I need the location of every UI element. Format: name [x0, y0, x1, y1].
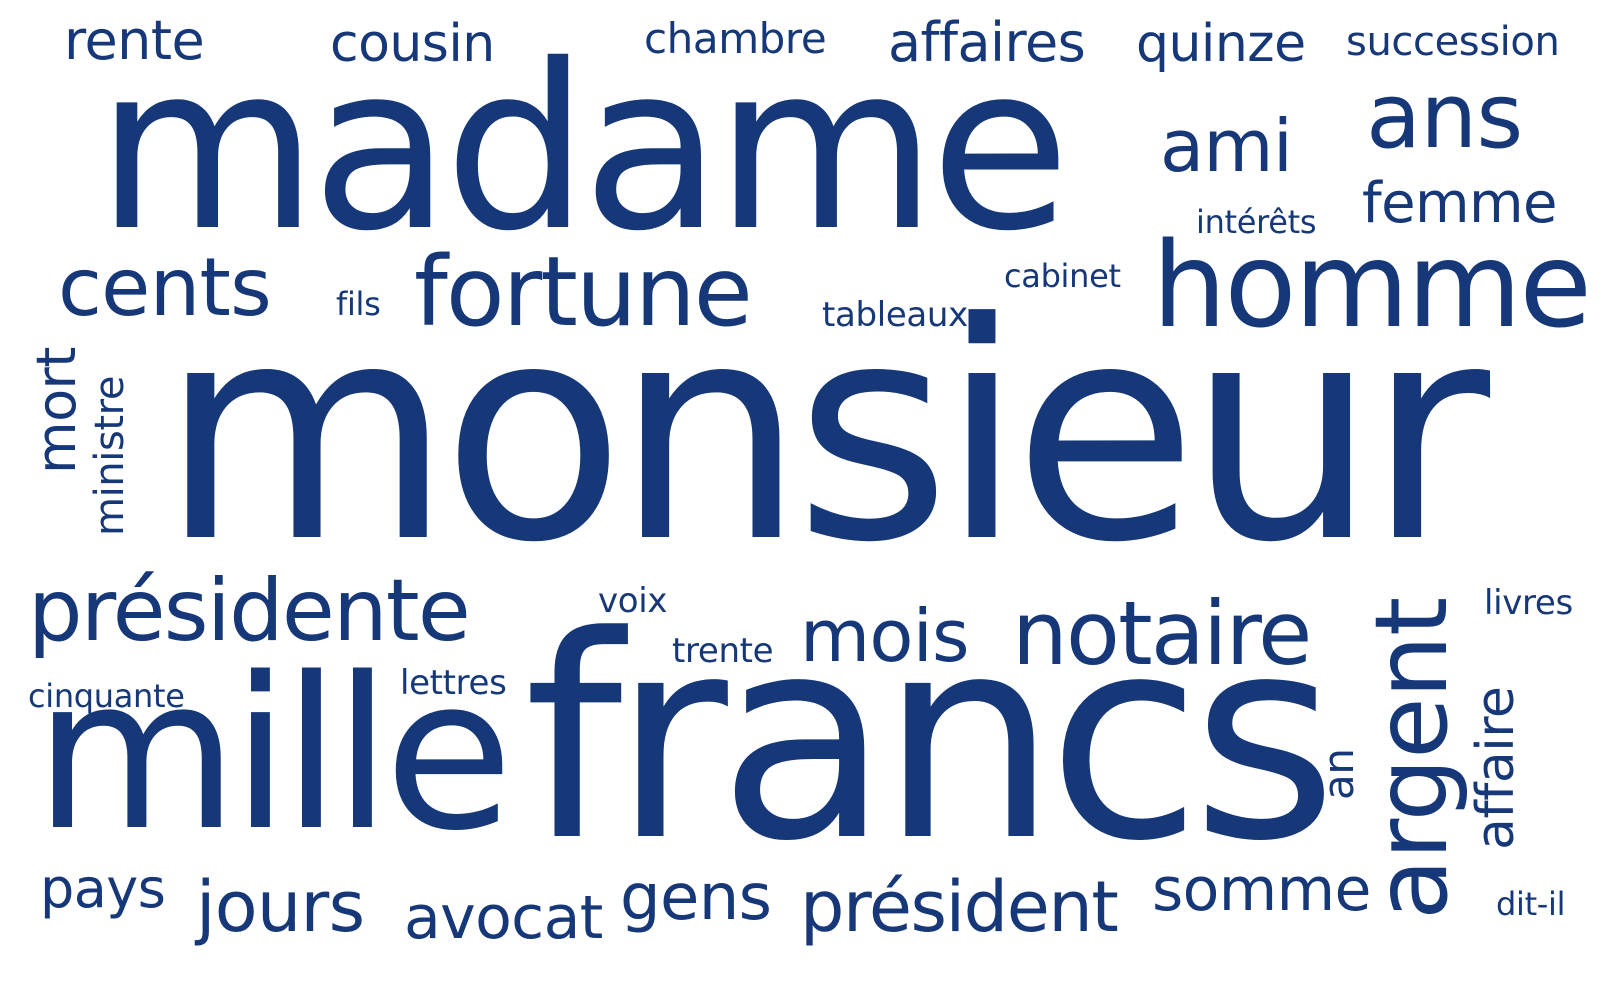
word-mort: mort	[25, 347, 88, 474]
word-tableaux: tableaux	[822, 295, 968, 335]
word-cabinet: cabinet	[1004, 257, 1121, 295]
word-affaires: affaires	[888, 11, 1086, 74]
word-cinquante: cinquante	[28, 677, 185, 715]
word-argent: argent	[1353, 597, 1470, 920]
word-notaire: notaire	[1012, 582, 1312, 685]
word-ans: ans	[1366, 64, 1523, 169]
word-quinze: quinze	[1136, 14, 1306, 74]
word-president: président	[800, 866, 1119, 948]
word-rente: rente	[64, 9, 205, 72]
word-cousin: cousin	[330, 14, 495, 74]
word-interets: intérêts	[1196, 203, 1317, 241]
word-pays: pays	[40, 857, 166, 920]
word-dit-il: dit-il	[1496, 885, 1566, 923]
word-homme: homme	[1152, 216, 1592, 354]
word-cents: cents	[58, 241, 272, 334]
word-mille: mille	[34, 632, 513, 877]
word-femme: femme	[1362, 171, 1557, 236]
word-somme: somme	[1152, 855, 1371, 925]
word-livres: livres	[1484, 583, 1573, 623]
word-fortune: fortune	[414, 236, 753, 348]
word-lettres: lettres	[400, 663, 507, 703]
word-presidente: présidente	[28, 561, 471, 661]
word-fils: fils	[336, 285, 381, 323]
word-ami: ami	[1160, 104, 1293, 188]
word-monsieur: monsieur	[160, 259, 1490, 608]
word-avocat: avocat	[404, 883, 603, 953]
word-chambre: chambre	[644, 14, 827, 63]
word-jours: jours	[196, 866, 365, 948]
word-trente: trente	[672, 631, 774, 671]
word-succession: succession	[1346, 19, 1560, 65]
word-affaire: affaire	[1466, 686, 1526, 850]
word-francs: francs	[524, 577, 1338, 903]
word-mois: mois	[800, 594, 970, 678]
word-ministre: ministre	[87, 375, 133, 536]
word-voix: voix	[598, 581, 668, 621]
word-gens: gens	[620, 861, 772, 935]
word-madame: madame	[96, 15, 1070, 281]
